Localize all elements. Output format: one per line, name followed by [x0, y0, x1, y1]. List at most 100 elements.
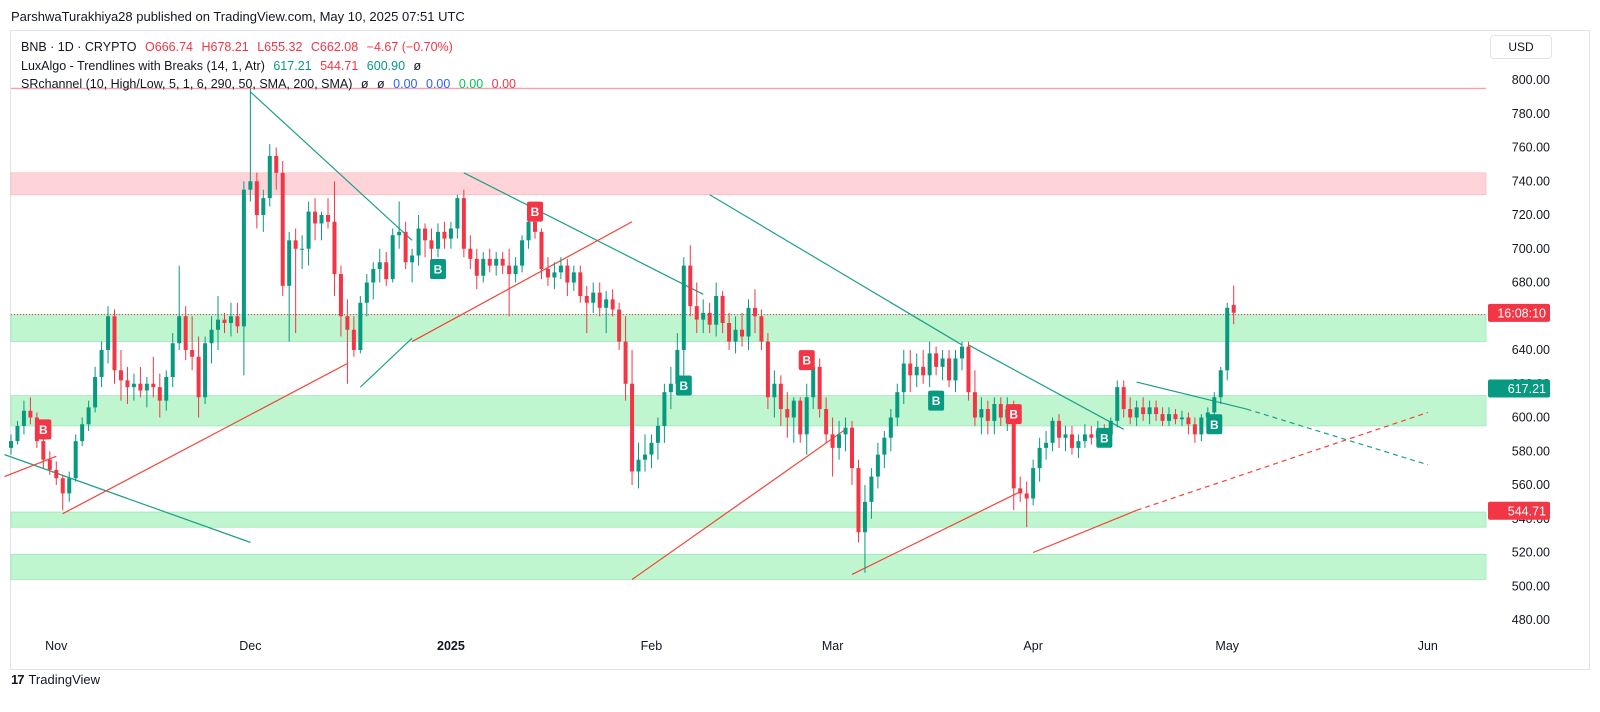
candle: [377, 248, 382, 283]
candle: [487, 248, 492, 273]
candle-body: [28, 410, 33, 418]
candle-body: [1063, 434, 1068, 438]
x-tick-label[interactable]: Dec: [239, 639, 261, 653]
candle: [765, 333, 770, 410]
candle: [196, 336, 201, 418]
candle: [67, 471, 72, 502]
candle: [953, 350, 958, 393]
candle-body: [1011, 409, 1016, 489]
candle: [1057, 414, 1062, 448]
y-tick-label[interactable]: 760.00: [1512, 141, 1550, 155]
candle-body: [824, 409, 829, 435]
axis-price-label-box: [1488, 379, 1550, 398]
candle: [1179, 410, 1184, 426]
candle-body: [157, 387, 162, 401]
candle: [694, 282, 699, 334]
candle: [1121, 380, 1126, 418]
break-signal-box: [35, 419, 52, 440]
x-tick-label[interactable]: Apr: [1023, 639, 1042, 653]
candle: [216, 296, 221, 350]
x-tick-label[interactable]: Mar: [822, 639, 844, 653]
break-signal-label: B: [531, 205, 540, 219]
y-tick-label[interactable]: 640.00: [1512, 343, 1550, 357]
candle-body: [99, 350, 104, 377]
y-tick-label[interactable]: 780.00: [1512, 107, 1550, 121]
candle: [494, 252, 499, 276]
candle: [558, 257, 563, 280]
axis-price-label: 16:08:10: [1488, 303, 1550, 322]
candle: [778, 375, 783, 426]
candle: [972, 370, 977, 426]
candle: [248, 88, 253, 202]
candle: [850, 420, 855, 485]
candle-body: [901, 363, 906, 393]
candle-body: [552, 272, 557, 278]
y-tick-label[interactable]: 560.00: [1512, 478, 1550, 492]
candle-body: [261, 198, 266, 215]
srchannel-name[interactable]: SRchannel (10, High/Low, 5, 1, 6, 290, 5…: [21, 77, 353, 91]
candle: [727, 312, 732, 350]
candle-body: [830, 434, 835, 448]
currency-button[interactable]: USD: [1490, 35, 1552, 59]
y-tick-label[interactable]: 740.00: [1512, 174, 1550, 188]
price-axis[interactable]: 480.00500.00520.00540.00560.00580.00600.…: [1512, 73, 1550, 627]
tradingview-logo[interactable]: 17 TradingView: [11, 672, 100, 687]
break-signal-box: [1005, 404, 1022, 425]
candle-body: [164, 377, 169, 401]
y-tick-label[interactable]: 580.00: [1512, 444, 1550, 458]
candle-body: [300, 248, 305, 250]
candle: [41, 434, 46, 469]
change-value: −4.67 (−0.70%): [366, 40, 453, 54]
y-tick-label[interactable]: 600.00: [1512, 411, 1550, 425]
x-tick-label[interactable]: Feb: [641, 639, 663, 653]
candle: [1173, 409, 1178, 425]
candle: [151, 356, 156, 398]
candle-body: [720, 296, 725, 323]
candle-body: [701, 312, 706, 320]
candle: [164, 370, 169, 411]
break-signals: B B B B B B B B B: [35, 201, 1223, 448]
luxalgo-name[interactable]: LuxAlgo - Trendlines with Breaks (14, 1,…: [21, 59, 265, 73]
candle: [772, 370, 777, 418]
candle: [882, 431, 887, 469]
candle: [287, 231, 292, 342]
candle: [306, 201, 311, 266]
candle-body: [888, 417, 893, 438]
candle-body: [746, 307, 751, 337]
candle-body: [1057, 420, 1062, 438]
candle-body: [811, 366, 816, 398]
x-tick-label[interactable]: May: [1215, 639, 1239, 653]
y-tick-label[interactable]: 520.00: [1512, 546, 1550, 560]
candle-body: [67, 478, 72, 494]
y-tick-label[interactable]: 700.00: [1512, 242, 1550, 256]
chart-frame[interactable]: [10, 30, 1590, 670]
candle-body: [1115, 387, 1120, 421]
candle-body: [921, 366, 926, 376]
candle-body: [1037, 447, 1042, 469]
candle: [1141, 397, 1146, 421]
candle-body: [707, 312, 712, 325]
x-tick-label[interactable]: Nov: [45, 639, 68, 653]
break-signal-label: B: [802, 354, 811, 368]
symbol-label[interactable]: BNB · 1D · CRYPTO: [21, 40, 137, 54]
y-tick-label[interactable]: 720.00: [1512, 208, 1550, 222]
y-tick-label[interactable]: 500.00: [1512, 579, 1550, 593]
tradingview-logo-icon: 17: [11, 672, 25, 687]
candle: [604, 290, 609, 334]
srchannel-value-3: 0.00: [393, 77, 418, 91]
candle-body: [953, 358, 958, 381]
x-tick-label[interactable]: Jun: [1418, 639, 1438, 653]
candle-body: [248, 181, 253, 190]
y-tick-label[interactable]: 680.00: [1512, 276, 1550, 290]
trendline: [411, 221, 633, 343]
candle: [384, 252, 389, 286]
candle: [1147, 400, 1152, 425]
y-tick-label[interactable]: 480.00: [1512, 613, 1550, 627]
y-tick-label[interactable]: 800.00: [1512, 73, 1550, 87]
candle: [630, 350, 635, 485]
time-axis[interactable]: Nov Dec 2025 Feb Mar Apr May Jun: [45, 639, 1438, 653]
axis-price-label-box: [1488, 501, 1550, 520]
candle-body: [1160, 414, 1165, 421]
x-tick-label[interactable]: 2025: [437, 639, 465, 653]
